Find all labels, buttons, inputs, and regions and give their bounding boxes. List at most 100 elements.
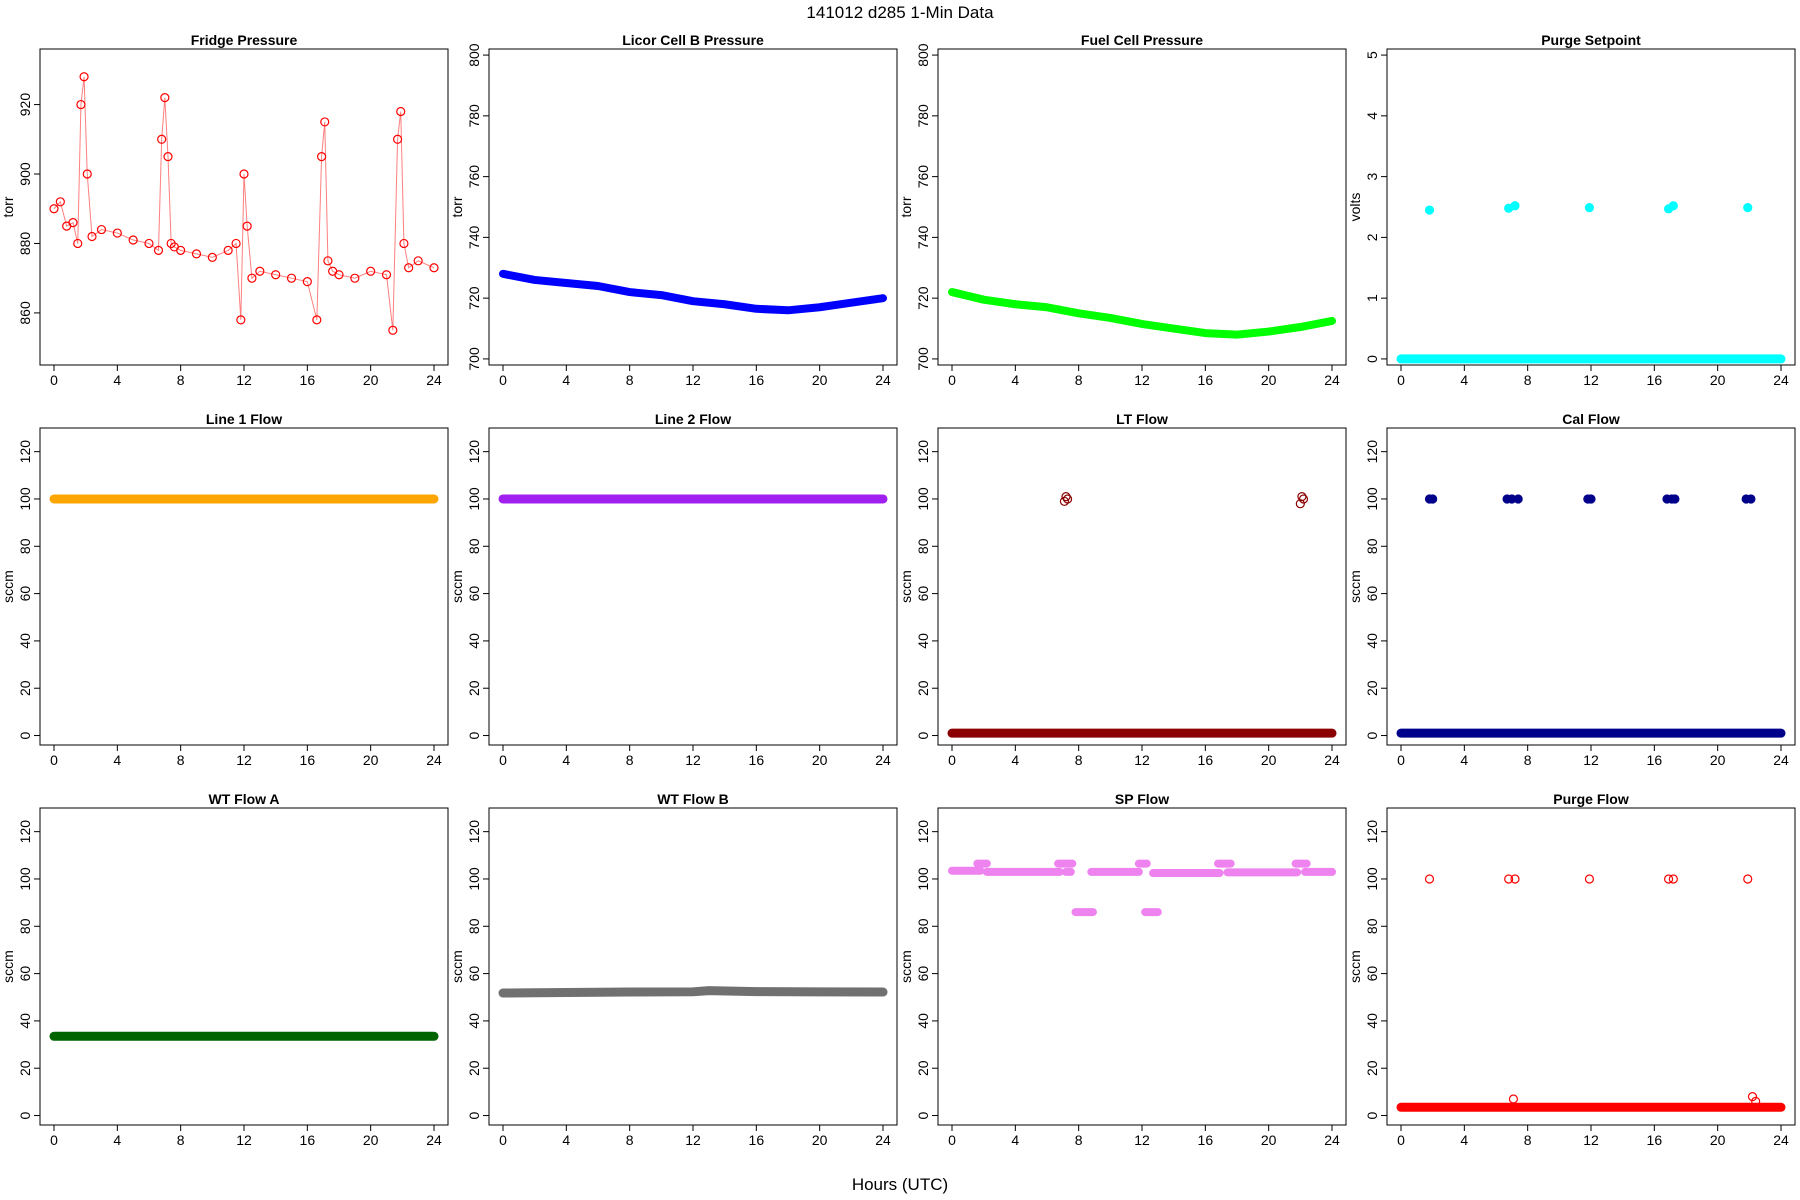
y-tick-label: 0	[466, 1111, 482, 1119]
y-tick-label: 40	[17, 633, 33, 649]
y-tick-label: 40	[915, 1013, 931, 1029]
y-tick-label: 100	[17, 487, 33, 511]
x-tick-label: 0	[50, 372, 58, 388]
y-tick-label: 700	[915, 347, 931, 371]
x-tick-label: 8	[177, 1132, 185, 1148]
y-tick-label: 880	[17, 232, 33, 256]
data-point	[176, 245, 186, 256]
data-point	[396, 106, 406, 117]
x-tick-label: 16	[1198, 752, 1214, 768]
y-tick-label: 720	[466, 286, 482, 310]
y-tick-label: 80	[17, 538, 33, 554]
y-tick-label: 780	[466, 104, 482, 128]
y-tick-label: 100	[915, 867, 931, 891]
y-axis-label: torr	[898, 196, 914, 217]
data-point	[1670, 494, 1680, 504]
y-tick-label: 760	[466, 165, 482, 189]
y-tick-label: 4	[1364, 112, 1380, 120]
y-tick-label: 20	[466, 680, 482, 696]
x-tick-label: 8	[626, 752, 634, 768]
x-tick-label: 20	[1710, 752, 1726, 768]
x-tick-label: 24	[1324, 372, 1340, 388]
y-tick-label: 80	[466, 918, 482, 934]
x-tick-label: 24	[1773, 372, 1789, 388]
panel-title: Fridge Pressure	[191, 32, 298, 48]
x-tick-label: 0	[1397, 1132, 1405, 1148]
plot-frame	[488, 807, 898, 1126]
x-tick-label: 20	[812, 372, 828, 388]
y-tick-label: 0	[915, 731, 931, 739]
x-tick-label: 0	[50, 752, 58, 768]
data-point	[73, 238, 83, 249]
data-point	[381, 270, 392, 280]
y-axis-label: sccm	[1347, 950, 1363, 983]
data-point	[429, 263, 439, 273]
data-point	[334, 270, 344, 280]
y-tick-label: 700	[466, 347, 482, 371]
y-axis-label: volts	[1347, 193, 1363, 222]
x-tick-label: 4	[562, 372, 570, 388]
data-point	[1295, 499, 1305, 509]
x-tick-label: 20	[1261, 372, 1277, 388]
x-tick-label: 12	[685, 372, 701, 388]
x-tick-label: 24	[1324, 752, 1340, 768]
plot-frame	[1386, 427, 1796, 746]
x-tick-label: 8	[1524, 752, 1532, 768]
panel-title: WT Flow A	[208, 791, 279, 807]
x-tick-label: 16	[1647, 752, 1663, 768]
plot-frame	[39, 427, 449, 746]
x-tick-label: 16	[749, 372, 765, 388]
data-point	[1747, 1092, 1758, 1102]
data-point	[160, 93, 170, 103]
x-tick-label: 24	[875, 372, 891, 388]
y-tick-label: 80	[1364, 538, 1380, 554]
x-tick-label: 20	[1710, 372, 1726, 388]
y-tick-label: 100	[17, 867, 33, 891]
x-tick-label: 4	[113, 372, 121, 388]
data-point	[112, 228, 122, 238]
plot-frame	[937, 48, 1347, 366]
data-point	[1062, 494, 1073, 504]
data-point	[49, 204, 59, 214]
x-tick-label: 24	[1324, 1132, 1340, 1148]
y-tick-label: 20	[17, 680, 33, 696]
data-point	[157, 134, 167, 144]
data-point	[1504, 874, 1514, 884]
data-point	[153, 245, 164, 256]
x-tick-label: 8	[626, 1132, 634, 1148]
y-tick-label: 0	[915, 1111, 931, 1119]
panel-title: SP Flow	[1115, 791, 1169, 807]
panel-10: WT Flow B 0 4 8 12 16 20 24 0 20 40 60 80 100 120 sccm	[449, 791, 898, 1148]
data-point	[1584, 874, 1595, 884]
y-tick-label: 120	[466, 820, 482, 844]
x-tick-label: 12	[236, 372, 252, 388]
x-tick-label: 24	[1773, 1132, 1789, 1148]
y-tick-label: 20	[1364, 680, 1380, 696]
data-point	[286, 273, 297, 283]
y-tick-label: 100	[1364, 867, 1380, 891]
data-point	[79, 72, 89, 82]
y-tick-label: 900	[17, 162, 33, 186]
data-point	[242, 221, 252, 231]
plot-frame	[39, 807, 449, 1126]
y-axis-label: sccm	[449, 950, 465, 983]
y-axis-label: sccm	[0, 570, 16, 603]
y-tick-label: 40	[1364, 1013, 1380, 1029]
x-tick-label: 0	[499, 752, 507, 768]
figure-title: 141012 d285 1-Min Data	[806, 3, 994, 22]
x-tick-label: 4	[1460, 752, 1468, 768]
y-tick-label: 120	[915, 440, 931, 464]
x-tick-label: 24	[875, 1132, 891, 1148]
x-tick-label: 12	[1134, 372, 1150, 388]
y-tick-label: 0	[1364, 355, 1380, 363]
y-tick-label: 120	[1364, 820, 1380, 844]
panel-6: Line 2 Flow 0 4 8 12 16 20 24 0 20 40 60 80 100 120 scc…	[449, 411, 898, 768]
data-point	[247, 273, 257, 283]
y-tick-label: 40	[466, 633, 482, 649]
x-tick-label: 16	[749, 1132, 765, 1148]
x-tick-label: 16	[300, 372, 316, 388]
data-point	[320, 117, 330, 127]
y-tick-label: 120	[1364, 440, 1380, 464]
x-tick-label: 0	[499, 372, 507, 388]
